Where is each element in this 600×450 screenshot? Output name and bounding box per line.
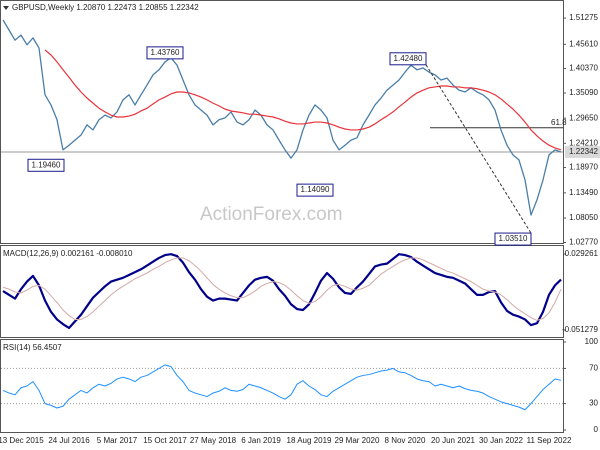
- last-price-label: 1.22342: [569, 147, 598, 156]
- x-tick-label: 29 Mar 2020: [335, 436, 380, 445]
- y-tick-label: 0.029261: [565, 249, 599, 258]
- annotation-label: 1.43760: [151, 48, 180, 57]
- x-tick-label: 20 Jun 2021: [431, 436, 476, 445]
- trend-line: [425, 64, 532, 234]
- annotation-label: 1.03510: [499, 234, 528, 243]
- x-tick-label: 30 Jan 2022: [479, 436, 524, 445]
- retracement-label: 61.8: [551, 118, 567, 127]
- series-line: [2, 364, 562, 411]
- y-tick-label: 0: [594, 425, 599, 434]
- y-tick-label: 30: [589, 399, 598, 408]
- annotation-label: 1.14090: [301, 185, 330, 194]
- y-tick-label: 1.18970: [569, 163, 598, 172]
- y-tick-label: 100: [585, 337, 599, 346]
- y-tick-label: 1.40370: [569, 64, 598, 73]
- series-line: [2, 253, 562, 330]
- panel-title: GBPUSD,Weekly 1.20870 1.22473 1.20855 1.…: [12, 3, 199, 12]
- y-tick-label: 1.08050: [569, 213, 598, 222]
- y-tick-label: 1.51275: [569, 13, 598, 22]
- series-line: [44, 49, 562, 151]
- x-tick-label: 5 Mar 2017: [97, 436, 138, 445]
- y-tick-label: 1.02770: [569, 238, 598, 247]
- y-tick-label: 70: [589, 364, 598, 373]
- symbol-icon: [3, 6, 9, 10]
- x-tick-label: 6 Jan 2019: [241, 436, 281, 445]
- last-price-box: [565, 145, 600, 158]
- panel-title: MACD(12,26,9) 0.002161 -0.008010: [3, 249, 133, 258]
- y-tick-label: 1.35090: [569, 88, 598, 97]
- watermark: ActionForex.com: [200, 204, 343, 225]
- annotation-box: [146, 46, 184, 60]
- series-line: [2, 257, 562, 321]
- annotation-box: [494, 232, 532, 246]
- y-tick-label: 1.29650: [569, 113, 598, 122]
- price-panel: [0, 0, 564, 244]
- annotation-box: [27, 158, 65, 172]
- x-tick-label: 15 Oct 2017: [143, 436, 187, 445]
- annotation-label: 1.19460: [32, 160, 61, 169]
- y-tick-label: 1.13490: [569, 188, 598, 197]
- y-tick-label: -0.051279: [562, 325, 599, 334]
- x-tick-label: 11 Sep 2022: [527, 436, 572, 445]
- annotation-label: 1.42480: [394, 54, 423, 63]
- x-tick-label: 27 May 2018: [190, 436, 237, 445]
- rsi-panel: [0, 339, 564, 433]
- series-line: [2, 19, 562, 216]
- annotation-box: [389, 52, 427, 66]
- x-tick-label: 24 Jul 2016: [48, 436, 90, 445]
- y-tick-label: 1.24210: [569, 138, 598, 147]
- x-tick-label: 8 Nov 2020: [385, 436, 426, 445]
- x-tick-label: 13 Dec 2015: [0, 436, 44, 445]
- annotation-box: [296, 183, 334, 197]
- y-tick-label: 1.45610: [569, 39, 598, 48]
- macd-panel: [0, 245, 564, 338]
- panel-title: RSI(14) 56.4507: [3, 343, 62, 352]
- x-tick-label: 18 Aug 2019: [287, 436, 332, 445]
